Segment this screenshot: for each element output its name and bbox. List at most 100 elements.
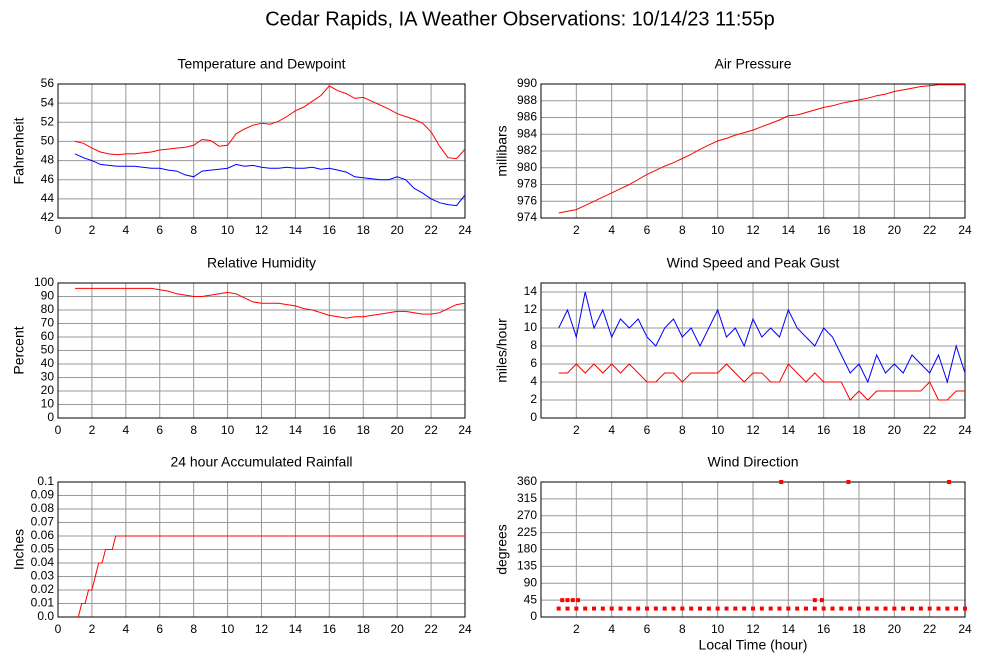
y-tick-label: 0.06 bbox=[31, 528, 55, 542]
x-tick-label: 22 bbox=[424, 223, 438, 237]
point bbox=[947, 480, 952, 484]
point bbox=[556, 606, 561, 611]
y-tick-label: 52 bbox=[41, 114, 55, 128]
x-tick-label: 24 bbox=[958, 423, 972, 437]
x-tick-label: 24 bbox=[958, 223, 972, 237]
x-tick-label: 2 bbox=[89, 622, 96, 636]
x-tick-label: 20 bbox=[390, 423, 404, 437]
x-tick-label: 18 bbox=[852, 622, 866, 636]
point bbox=[751, 606, 755, 611]
y-tick-label: 80 bbox=[41, 302, 55, 316]
x-tick-label: 12 bbox=[255, 423, 269, 437]
x-tick-label: 20 bbox=[888, 423, 902, 437]
point bbox=[706, 606, 711, 611]
y-tick-label: 982 bbox=[517, 143, 537, 157]
x-tick-label: 16 bbox=[817, 622, 831, 636]
point bbox=[576, 598, 581, 603]
y-axis-label: Percent bbox=[11, 326, 27, 374]
plot-frame bbox=[57, 282, 466, 419]
plot-frame bbox=[540, 83, 966, 219]
y-axis-label: miles/hour bbox=[494, 318, 510, 383]
x-tick-label: 6 bbox=[156, 223, 163, 237]
x-tick-label: 6 bbox=[156, 622, 163, 636]
x-tick-label: 0 bbox=[55, 223, 62, 237]
point bbox=[689, 606, 694, 611]
point bbox=[653, 606, 658, 611]
point bbox=[574, 606, 579, 611]
series-line bbox=[558, 291, 966, 384]
y-tick-label: 54 bbox=[41, 95, 55, 109]
point bbox=[742, 606, 747, 611]
x-tick-label: 4 bbox=[122, 223, 129, 237]
x-tick-label: 8 bbox=[190, 223, 197, 237]
point bbox=[839, 606, 844, 611]
x-tick-label: 10 bbox=[711, 423, 725, 437]
y-tick-label: 70 bbox=[41, 316, 55, 330]
x-tick-label: 12 bbox=[746, 622, 760, 636]
x-tick-label: 6 bbox=[644, 223, 651, 237]
x-tick-label: 4 bbox=[608, 223, 615, 237]
y-tick-label: 270 bbox=[517, 508, 537, 522]
point bbox=[570, 598, 575, 603]
point bbox=[918, 606, 923, 611]
x-tick-label: 10 bbox=[711, 223, 725, 237]
y-tick-label: 0.08 bbox=[31, 501, 55, 515]
x-tick-label: 0 bbox=[55, 423, 62, 437]
x-tick-label: 6 bbox=[156, 423, 163, 437]
point bbox=[910, 606, 914, 611]
point bbox=[627, 606, 632, 611]
chart-title: Wind Direction bbox=[707, 454, 798, 470]
point bbox=[865, 606, 870, 611]
x-tick-label: 22 bbox=[923, 423, 937, 437]
x-tick-label: 24 bbox=[458, 423, 472, 437]
point bbox=[945, 606, 950, 611]
y-tick-label: 90 bbox=[524, 575, 538, 589]
y-tick-label: 0.03 bbox=[31, 569, 55, 583]
y-tick-label: 4 bbox=[530, 374, 537, 388]
point bbox=[954, 606, 959, 611]
x-tick-label: 4 bbox=[608, 423, 615, 437]
y-tick-label: 90 bbox=[41, 289, 55, 303]
x-tick-label: 22 bbox=[424, 423, 438, 437]
series-line bbox=[77, 535, 465, 618]
y-tick-label: 0.01 bbox=[31, 596, 55, 610]
y-tick-label: 14 bbox=[524, 284, 538, 298]
x-tick-label: 22 bbox=[424, 622, 438, 636]
y-axis-label: millibars bbox=[494, 125, 510, 176]
y-tick-label: 8 bbox=[530, 338, 537, 352]
y-tick-label: 976 bbox=[517, 193, 537, 207]
plot-frame bbox=[540, 481, 966, 618]
x-tick-label: 22 bbox=[923, 223, 937, 237]
series-line bbox=[75, 287, 466, 319]
x-tick-label: 2 bbox=[573, 423, 580, 437]
point bbox=[733, 606, 738, 611]
y-tick-label: 0 bbox=[47, 410, 54, 424]
x-tick-label: 8 bbox=[190, 423, 197, 437]
point bbox=[724, 606, 729, 611]
x-tick-label: 20 bbox=[888, 622, 902, 636]
chart-title: Air Pressure bbox=[714, 56, 791, 72]
point bbox=[846, 480, 851, 484]
plot-frame bbox=[540, 282, 966, 419]
chart-title: Wind Speed and Peak Gust bbox=[667, 255, 840, 271]
x-tick-label: 16 bbox=[817, 223, 831, 237]
x-tick-label: 12 bbox=[746, 223, 760, 237]
x-tick-label: 14 bbox=[289, 622, 303, 636]
point bbox=[636, 606, 641, 611]
x-tick-label: 8 bbox=[679, 622, 686, 636]
x-tick-label: 20 bbox=[390, 223, 404, 237]
x-tick-label: 18 bbox=[357, 622, 371, 636]
y-tick-label: 50 bbox=[41, 134, 55, 148]
x-tick-label: 2 bbox=[573, 622, 580, 636]
x-tick-label: 20 bbox=[888, 223, 902, 237]
point bbox=[963, 606, 967, 611]
point bbox=[600, 606, 605, 611]
y-axis-label: Fahrenheit bbox=[11, 117, 27, 184]
y-tick-label: 10 bbox=[524, 320, 538, 334]
y-tick-label: 0.05 bbox=[31, 542, 55, 556]
y-tick-label: 315 bbox=[517, 491, 537, 505]
y-tick-label: 100 bbox=[34, 275, 54, 289]
y-tick-label: 225 bbox=[517, 525, 537, 539]
